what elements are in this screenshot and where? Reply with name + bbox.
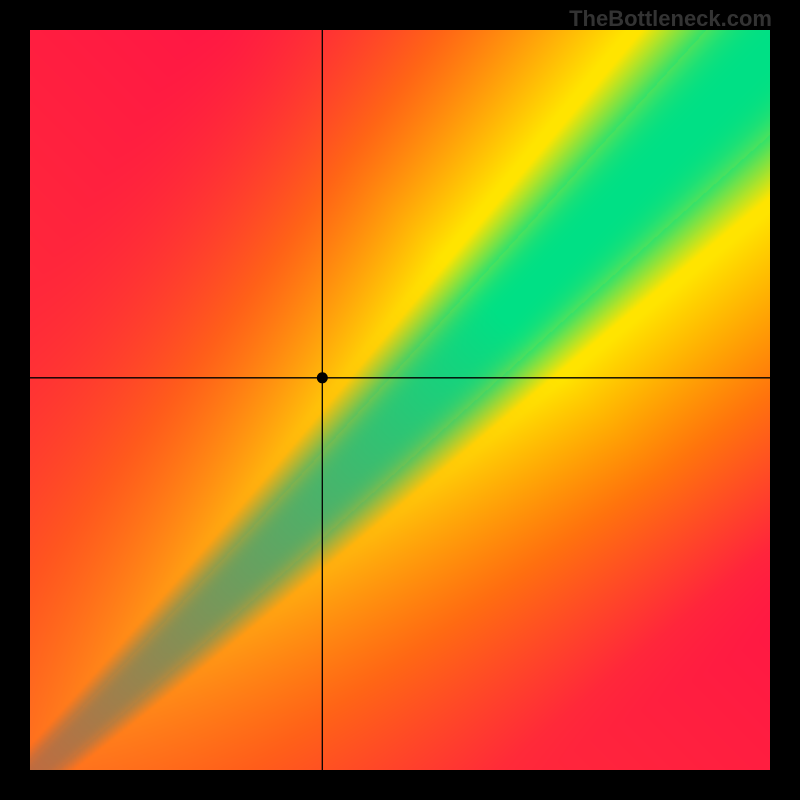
chart-container: TheBottleneck.com: [0, 0, 800, 800]
watermark-text: TheBottleneck.com: [569, 6, 772, 32]
heatmap-canvas: [30, 30, 770, 770]
plot-area: [30, 30, 770, 770]
